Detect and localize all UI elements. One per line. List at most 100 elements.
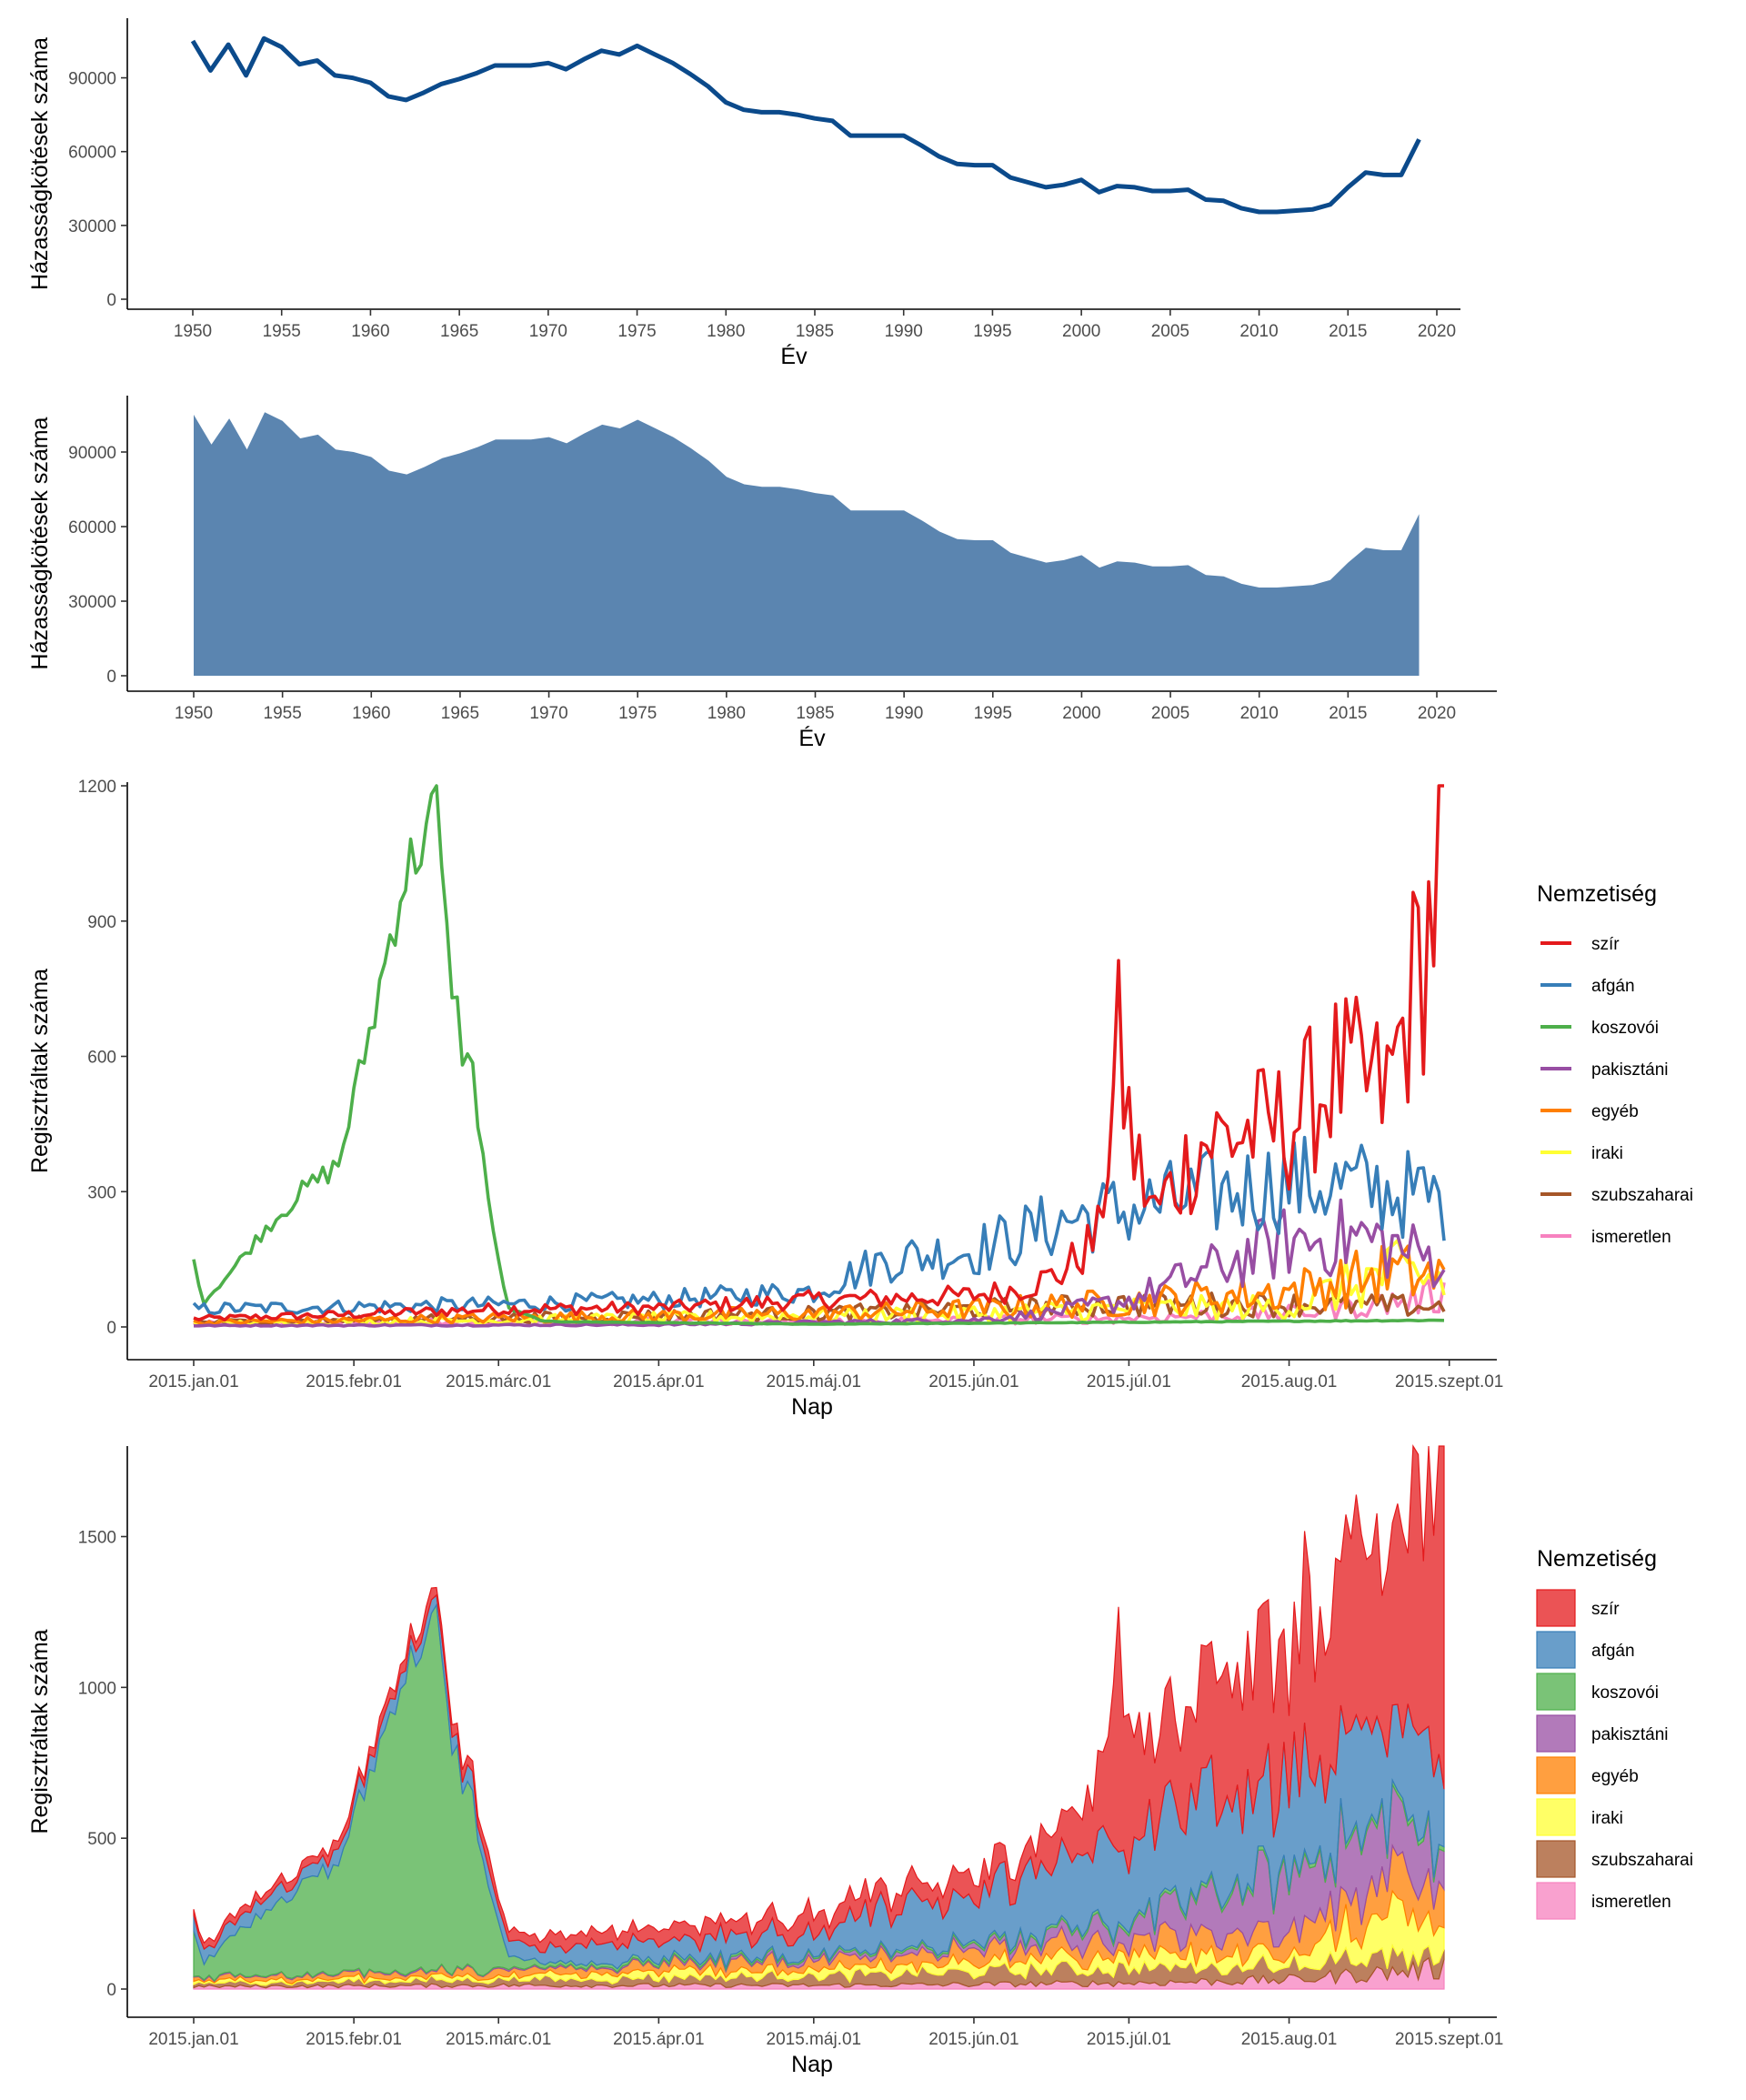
- legend-title: Nemzetiség: [1537, 881, 1657, 907]
- x-tick-label: 2015.aug.01: [1241, 2030, 1338, 2049]
- x-tick-label: 1985: [796, 704, 834, 723]
- x-tick-label: 1980: [707, 704, 746, 723]
- x-tick-label: 2005: [1151, 322, 1189, 341]
- legend-label: szír: [1591, 1600, 1620, 1619]
- y-tick-label: 500: [87, 1830, 116, 1849]
- x-tick-label: 1975: [618, 704, 657, 723]
- x-tick-label: 2015.jún.01: [928, 1372, 1018, 1392]
- panel-marriages-line: 0 30000 60000 90000 1950 1955 1960 1965 1970 1975…: [27, 18, 1460, 369]
- y-tick-label: 0: [106, 668, 116, 687]
- y-axis-title: Házasságkötések száma: [27, 417, 53, 669]
- series-line-2: [192, 784, 1445, 1326]
- x-tick-label: 1950: [175, 704, 213, 723]
- legend-label: egyéb: [1591, 1102, 1639, 1121]
- legend-label: egyéb: [1591, 1767, 1639, 1786]
- x-tick-label: 1955: [263, 322, 301, 341]
- marriages-area: [194, 412, 1420, 676]
- x-tick-label: 2015.máj.01: [767, 1372, 862, 1392]
- x-axis-title: Nap: [791, 1394, 833, 1420]
- x-tick-label: 1985: [796, 322, 834, 341]
- x-tick-label: 2000: [1062, 322, 1100, 341]
- x-tick-label: 2015.aug.01: [1241, 1372, 1338, 1392]
- legend-key: [1536, 1882, 1576, 1920]
- x-tick-label: 2015.szept.01: [1395, 1372, 1503, 1392]
- x-tick-label: 2015.febr.01: [306, 2030, 402, 2049]
- y-tick-label: 60000: [68, 144, 116, 163]
- series-line-1: [192, 1135, 1446, 1315]
- legend-label: szubszaharai: [1591, 1851, 1693, 1870]
- legend-label: koszovói: [1591, 1019, 1659, 1038]
- x-tick-label: 2015.júl.01: [1087, 2030, 1171, 2049]
- y-axis-title: Regisztráltak száma: [27, 1629, 53, 1834]
- x-tick-label: 1960: [352, 704, 390, 723]
- legend-label: iraki: [1591, 1809, 1623, 1828]
- x-tick-label: 1970: [529, 704, 567, 723]
- x-tick-label: 2015.szept.01: [1395, 2030, 1503, 2049]
- x-axis-title: Év: [798, 725, 826, 751]
- x-tick-label: 2015.ápr.01: [613, 2030, 704, 2049]
- series-area-0: [193, 1444, 1445, 1954]
- legend-label: koszovói: [1591, 1683, 1659, 1703]
- x-tick-label: 2015.jan.01: [148, 2030, 238, 2049]
- panel-registered-line: 0 300 600 900 1200 2015.jan.01 2015.febr.01 201…: [27, 778, 1693, 1420]
- x-tick-label: 1965: [441, 704, 479, 723]
- x-tick-label: 2015.júl.01: [1087, 1372, 1171, 1392]
- legend-label: pakisztáni: [1591, 1060, 1669, 1080]
- x-tick-label: 2015.máj.01: [767, 2030, 862, 2049]
- x-tick-label: 1955: [264, 704, 302, 723]
- marriages-line: [190, 35, 1421, 215]
- x-tick-label: 2015.jan.01: [148, 1372, 238, 1392]
- y-tick-label: 90000: [68, 444, 116, 463]
- legend-label: szubszaharai: [1591, 1186, 1693, 1205]
- x-tick-label: 2015: [1329, 704, 1367, 723]
- y-tick-label: 0: [106, 291, 116, 310]
- y-tick-label: 900: [87, 913, 116, 932]
- x-axis-title: Nap: [791, 2052, 833, 2077]
- x-tick-label: 2010: [1240, 704, 1279, 723]
- x-tick-label: 1950: [174, 322, 212, 341]
- x-tick-label: 2015.ápr.01: [613, 1372, 704, 1392]
- x-tick-label: 2015.márc.01: [446, 1372, 551, 1392]
- y-tick-label: 60000: [68, 518, 116, 538]
- y-tick-label: 30000: [68, 593, 116, 612]
- x-tick-label: 1995: [973, 322, 1011, 341]
- y-tick-label: 90000: [68, 70, 116, 89]
- series-line-0: [193, 784, 1444, 1322]
- x-tick-label: 2015.márc.01: [446, 2030, 551, 2049]
- x-tick-label: 1970: [529, 322, 567, 341]
- y-tick-label: 0: [106, 1319, 116, 1338]
- legend-label: ismeretlen: [1591, 1228, 1671, 1247]
- legend-label: iraki: [1591, 1144, 1623, 1163]
- y-tick-label: 1500: [78, 1529, 116, 1548]
- y-axis-title: Házasságkötések száma: [27, 37, 53, 290]
- panel-registered-stacked-area: 0 500 1000 1500 2015.jan.01 2015.febr.01 2015.…: [27, 1444, 1693, 2077]
- legend-key: [1536, 1798, 1576, 1836]
- x-tick-label: 2020: [1418, 704, 1456, 723]
- x-tick-label: 1975: [617, 322, 656, 341]
- legend-label: afgán: [1591, 977, 1635, 996]
- legend-key: [1536, 1673, 1576, 1711]
- x-tick-label: 1980: [707, 322, 745, 341]
- x-tick-label: 2015.jún.01: [928, 2030, 1018, 2049]
- legend-label: pakisztáni: [1591, 1725, 1669, 1744]
- legend-label: ismeretlen: [1591, 1893, 1671, 1912]
- legend-key: [1536, 1714, 1576, 1753]
- y-tick-label: 0: [106, 1981, 116, 2000]
- y-tick-label: 600: [87, 1049, 116, 1068]
- legend-label: szír: [1591, 935, 1620, 954]
- legend-key: [1536, 1756, 1576, 1794]
- legend-key: [1536, 1589, 1576, 1627]
- y-tick-label: 1000: [78, 1679, 116, 1698]
- y-tick-label: 1200: [78, 778, 116, 797]
- x-tick-label: 2015: [1329, 322, 1367, 341]
- x-tick-label: 2010: [1239, 322, 1278, 341]
- series-line-4: [193, 1244, 1446, 1327]
- x-tick-label: 1990: [885, 704, 923, 723]
- x-tick-label: 1995: [974, 704, 1012, 723]
- x-tick-label: 2015.febr.01: [306, 1372, 402, 1392]
- legend-key: [1536, 1631, 1576, 1669]
- x-tick-label: 1965: [440, 322, 478, 341]
- legend-key: [1536, 1840, 1576, 1878]
